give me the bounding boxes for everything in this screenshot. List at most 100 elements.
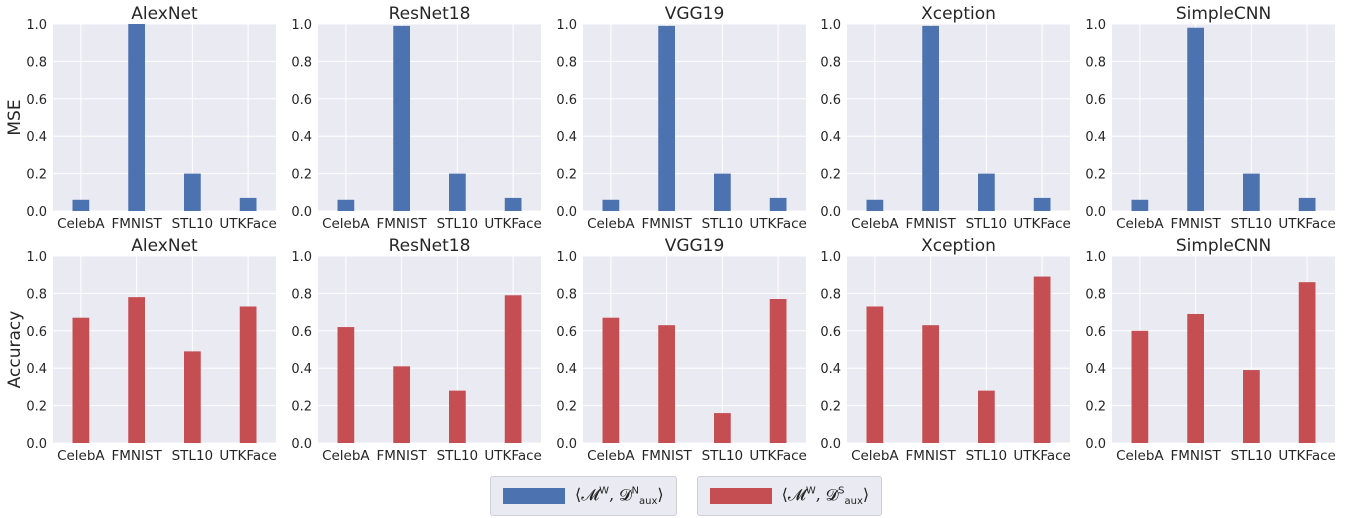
y-tick-label: 0.4 [556,362,577,377]
x-tick-label: CelebA [851,448,899,464]
panel-title: AlexNet [131,4,198,24]
y-tick-label: 0.4 [1085,362,1106,377]
y-tick-label: 0.0 [1085,205,1106,220]
bar [714,413,731,443]
bar [658,325,675,443]
x-tick-label: UTKFace [749,448,807,464]
bar [658,25,675,212]
bar [714,173,731,211]
x-tick-label: UTKFace [1278,448,1336,464]
y-tick-label: 0.0 [556,437,577,452]
y-tick-label: 0.2 [291,168,312,183]
y-tick-label: 0.2 [820,168,841,183]
x-tick-label: FMNIST [641,216,692,232]
bar [449,390,466,443]
y-tick-label: 0.8 [1085,55,1106,70]
x-tick-label: UTKFace [1013,448,1071,464]
y-tick-label: 0.2 [1085,168,1106,183]
y-tick-label: 0.6 [1085,93,1106,108]
x-tick-label: STL10 [172,216,214,232]
y-tick-label: 0.6 [291,325,312,340]
y-tick-label: 0.4 [26,130,47,145]
y-tick-label: 0.6 [291,93,312,108]
y-tick-label: 0.8 [291,287,312,302]
y-tick-label: 0.8 [26,287,47,302]
x-tick-label: CelebA [1116,216,1164,232]
bar [449,173,466,211]
bar [128,24,145,211]
y-axis-label: MSE [5,99,25,135]
bar [239,197,257,211]
x-tick-label: CelebA [851,216,899,232]
y-tick-label: 0.6 [26,325,47,340]
y-tick-label: 0.6 [556,325,577,340]
bar [1131,199,1149,211]
y-tick-label: 0.4 [291,130,312,145]
panel-background [53,24,276,211]
x-tick-label: FMNIST [905,216,956,232]
legend-swatch-red [709,488,772,504]
legend-label-mse: ⟨𝓜W, 𝓓Naux⟩ [575,484,664,508]
y-tick-label: 0.8 [1085,287,1106,302]
y-tick-label: 0.2 [291,400,312,415]
bar [239,306,257,443]
panel-title: VGG19 [665,236,725,256]
y-tick-label: 0.0 [556,205,577,220]
panel-title: ResNet18 [389,4,471,24]
y-tick-label: 0.0 [1085,437,1106,452]
bar [866,199,884,211]
y-tick-label: 0.6 [1085,325,1106,340]
x-tick-label: FMNIST [111,216,162,232]
x-tick-label: UTKFace [1013,216,1071,232]
x-tick-label: STL10 [966,216,1008,232]
bar [866,306,884,443]
legend-item-mse: ⟨𝓜W, 𝓓Naux⟩ [490,476,677,516]
x-tick-label: FMNIST [376,448,427,464]
y-tick-label: 1.0 [820,250,841,265]
bar [1187,27,1204,211]
y-tick-label: 0.2 [26,400,47,415]
bar [72,317,90,443]
y-tick-label: 0.0 [291,437,312,452]
y-tick-label: 0.0 [26,205,47,220]
y-tick-label: 1.0 [1085,18,1106,33]
figure: 0.0 0.2 0.4 0.6 0.8 1.0 CelebA FMNIST STL10 UTKFa… [5,4,1336,464]
x-tick-label: UTKFace [484,448,542,464]
x-tick-label: UTKFace [749,216,807,232]
bar [769,299,787,443]
panel-title: AlexNet [131,236,198,256]
panel-title: Xception [921,236,996,256]
bar [393,25,410,212]
y-tick-label: 0.0 [820,437,841,452]
y-tick-label: 0.0 [26,437,47,452]
bar [337,199,355,211]
y-tick-label: 1.0 [1085,250,1106,265]
legend-label-accuracy: ⟨𝓜W, 𝓓Saux⟩ [781,484,870,508]
x-tick-label: STL10 [1231,448,1273,464]
x-tick-label: UTKFace [219,216,277,232]
y-tick-label: 0.8 [820,55,841,70]
y-tick-label: 0.8 [291,55,312,70]
y-tick-label: 0.4 [556,130,577,145]
x-tick-label: FMNIST [1170,216,1221,232]
x-tick-label: FMNIST [1170,448,1221,464]
bar [922,25,939,212]
bar [1298,282,1316,443]
y-tick-label: 0.4 [820,362,841,377]
bar [978,390,995,443]
legend-item-accuracy: ⟨𝓜W, 𝓓Saux⟩ [696,476,883,516]
y-tick-label: 0.2 [26,168,47,183]
panel-background [847,256,1070,443]
legend: ⟨𝓜W, 𝓓Naux⟩ ⟨𝓜W, 𝓓Saux⟩ [490,476,883,516]
y-tick-label: 1.0 [291,18,312,33]
y-tick-label: 1.0 [26,250,47,265]
x-tick-label: FMNIST [905,448,956,464]
x-tick-label: FMNIST [376,216,427,232]
bar [769,197,787,211]
bar [602,317,620,443]
bar [504,295,522,443]
x-tick-label: UTKFace [219,448,277,464]
x-tick-label: FMNIST [111,448,162,464]
y-tick-label: 0.4 [1085,130,1106,145]
panel-title: SimpleCNN [1176,236,1271,256]
